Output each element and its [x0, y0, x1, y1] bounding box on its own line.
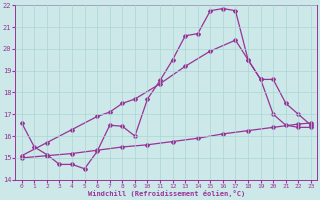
X-axis label: Windchill (Refroidissement éolien,°C): Windchill (Refroidissement éolien,°C)	[88, 190, 245, 197]
